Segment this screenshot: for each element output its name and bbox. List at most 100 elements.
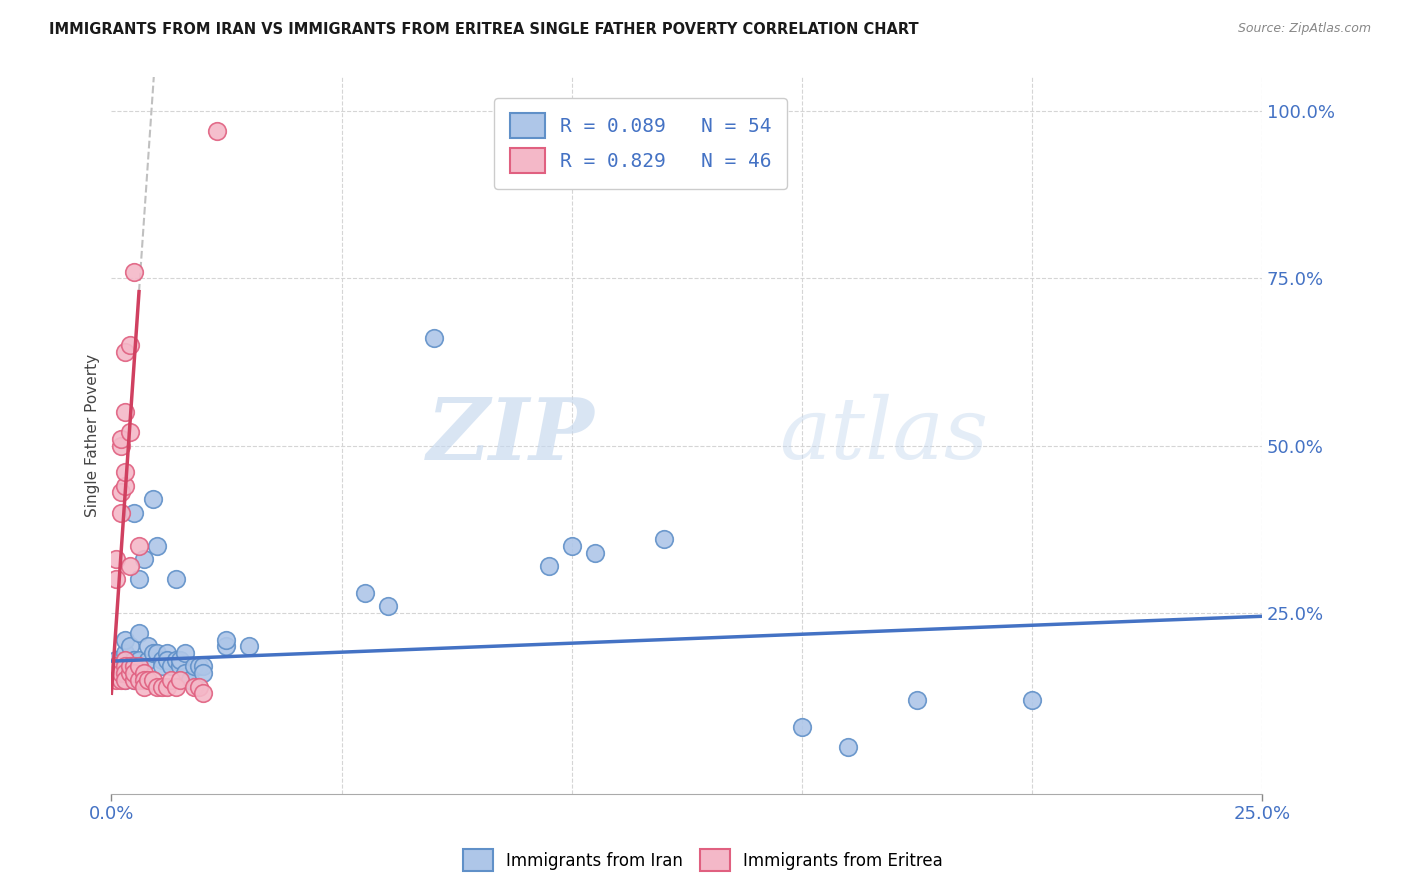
Point (114, 405, 136, 419)
Point (165, 653, 187, 667)
Point (160, 659, 183, 673)
Point (114, 673, 136, 687)
Point (146, 646, 169, 660)
Point (174, 666, 197, 681)
Point (561, 539, 583, 553)
Point (156, 680, 179, 694)
Point (124, 666, 146, 681)
Point (128, 673, 150, 687)
Point (114, 666, 136, 681)
Point (110, 659, 132, 673)
Point (790, 720, 813, 734)
Point (193, 659, 215, 673)
Point (905, 693, 928, 707)
Text: atlas: atlas (779, 394, 988, 477)
Point (146, 680, 169, 694)
Point (124, 653, 146, 667)
Point (136, 653, 159, 667)
Point (1021, 693, 1043, 707)
Point (142, 646, 165, 660)
Point (105, 653, 128, 667)
Point (215, 640, 238, 654)
Point (146, 539, 169, 553)
Point (136, 640, 159, 654)
Point (110, 673, 132, 687)
Point (183, 680, 205, 694)
Point (160, 673, 183, 687)
Point (124, 506, 146, 520)
Point (118, 338, 141, 352)
Point (105, 573, 128, 587)
Point (114, 646, 136, 660)
Point (132, 666, 155, 681)
Point (353, 586, 375, 600)
Point (124, 673, 146, 687)
Point (128, 659, 150, 673)
Point (652, 533, 675, 547)
Point (110, 485, 132, 500)
Point (124, 659, 146, 673)
Legend: R = 0.089   N = 54, R = 0.829   N = 46: R = 0.089 N = 54, R = 0.829 N = 46 (494, 98, 787, 189)
Point (150, 659, 173, 673)
Text: Source: ZipAtlas.com: Source: ZipAtlas.com (1237, 22, 1371, 36)
Y-axis label: Single Father Poverty: Single Father Poverty (86, 354, 100, 517)
Point (128, 653, 150, 667)
Point (132, 552, 155, 566)
Point (110, 432, 132, 446)
Point (114, 632, 136, 647)
Point (187, 680, 209, 694)
Point (105, 673, 128, 687)
Text: IMMIGRANTS FROM IRAN VS IMMIGRANTS FROM ERITREA SINGLE FATHER POVERTY CORRELATIO: IMMIGRANTS FROM IRAN VS IMMIGRANTS FROM … (49, 22, 920, 37)
Point (165, 573, 187, 587)
Point (128, 626, 150, 640)
Point (193, 686, 215, 700)
Point (179, 673, 201, 687)
Point (537, 559, 560, 574)
Point (150, 653, 173, 667)
Text: ZIP: ZIP (427, 393, 595, 477)
Point (110, 659, 132, 673)
Point (105, 659, 128, 673)
Point (128, 573, 150, 587)
Point (215, 632, 238, 647)
Point (422, 331, 444, 345)
Point (118, 659, 141, 673)
Point (118, 659, 141, 673)
Point (118, 559, 141, 574)
Point (174, 646, 197, 660)
Point (837, 739, 859, 754)
Point (118, 666, 141, 681)
Point (124, 264, 146, 278)
Point (169, 659, 191, 673)
Point (118, 640, 141, 654)
Point (114, 466, 136, 480)
Point (105, 552, 128, 566)
Point (114, 344, 136, 359)
Point (114, 673, 136, 687)
Point (118, 425, 141, 440)
Point (238, 640, 260, 654)
Point (110, 506, 132, 520)
Point (124, 653, 146, 667)
Point (165, 680, 187, 694)
Point (114, 659, 136, 673)
Point (110, 666, 132, 681)
Point (142, 492, 165, 507)
Point (132, 680, 155, 694)
Point (110, 439, 132, 453)
Point (114, 653, 136, 667)
Point (377, 599, 399, 614)
Point (187, 659, 209, 673)
Point (124, 673, 146, 687)
Point (169, 653, 191, 667)
Point (183, 659, 205, 673)
Point (207, 124, 229, 138)
Legend: Immigrants from Iran, Immigrants from Eritrea: Immigrants from Iran, Immigrants from Er… (454, 841, 952, 880)
Point (169, 673, 191, 687)
Point (114, 479, 136, 493)
Point (128, 539, 150, 553)
Point (132, 673, 155, 687)
Point (150, 680, 173, 694)
Point (136, 673, 159, 687)
Point (156, 646, 179, 660)
